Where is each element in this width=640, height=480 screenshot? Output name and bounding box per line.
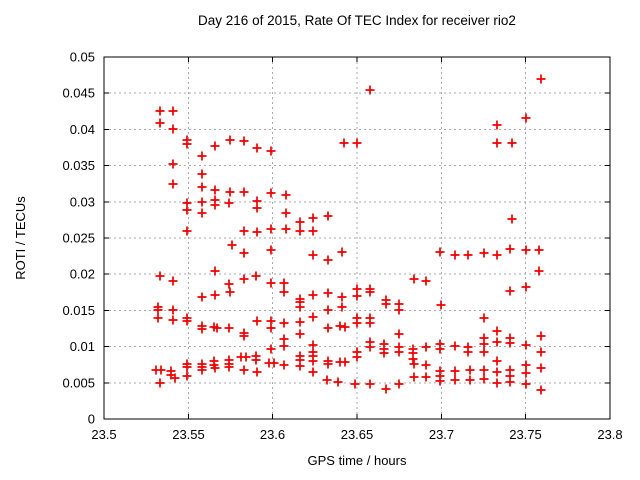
chart-title: Day 216 of 2015, Rate Of TEC Index for r… <box>198 13 516 28</box>
y-axis-title: ROTI / TECUs <box>13 196 28 280</box>
x-tick-label: 23.6 <box>260 427 285 442</box>
y-tick-label: 0 <box>88 412 95 427</box>
y-tick-label: 0.02 <box>70 267 95 282</box>
y-tick-label: 0.025 <box>62 231 95 246</box>
y-tick-label: 0.03 <box>70 195 95 210</box>
y-tick-label: 0.045 <box>62 86 95 101</box>
y-tick-label: 0.015 <box>62 303 95 318</box>
y-tick-label: 0.005 <box>62 376 95 391</box>
x-tick-label: 23.8 <box>597 427 622 442</box>
y-tick-label: 0.035 <box>62 158 95 173</box>
x-tick-label: 23.7 <box>429 427 454 442</box>
y-tick-label: 0.05 <box>70 50 95 65</box>
x-tick-label: 23.5 <box>91 427 116 442</box>
x-tick-label: 23.55 <box>172 427 205 442</box>
x-tick-label: 23.75 <box>509 427 542 442</box>
y-tick-label: 0.04 <box>70 122 95 137</box>
x-tick-label: 23.65 <box>341 427 374 442</box>
plot-border <box>103 56 611 420</box>
data-point-markers <box>151 74 546 395</box>
y-tick-label: 0.01 <box>70 339 95 354</box>
x-axis-title: GPS time / hours <box>308 453 407 468</box>
plot-area: 23.5 23.55 23.6 23.65 23.7 23.75 23.8 0 0.005 0.0… <box>62 50 622 443</box>
